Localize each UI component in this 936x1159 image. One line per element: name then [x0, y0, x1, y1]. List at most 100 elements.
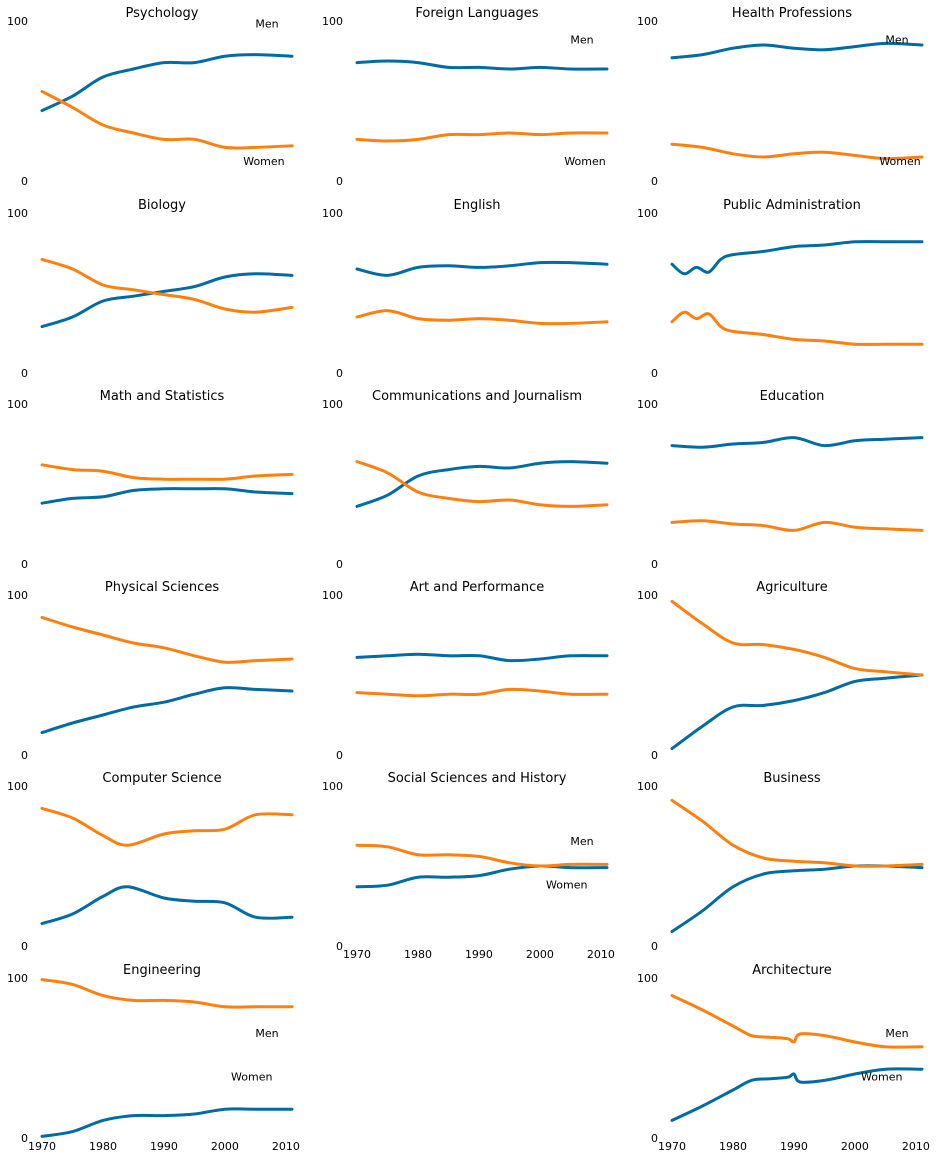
- x-tick-label: 1990: [780, 1140, 808, 1153]
- panel-title: Engineering: [123, 963, 201, 978]
- series-line-women: [355, 460, 609, 508]
- panel-agriculture: Agriculture 0 100: [637, 580, 924, 762]
- series-line-men: [355, 260, 609, 277]
- panel-communications-and-journalism: Communications and Journalism 0 100: [322, 389, 609, 571]
- panel-biology: Biology 0 100: [7, 198, 294, 380]
- panel-title: Architecture: [752, 963, 832, 978]
- y-tick-label: 0: [21, 749, 28, 762]
- y-tick-label: 100: [7, 972, 28, 985]
- series-line-men: [355, 652, 609, 663]
- label-women: Women: [564, 155, 605, 168]
- label-women: Women: [879, 155, 920, 168]
- series-line-women: [40, 806, 294, 847]
- panel-title: Foreign Languages: [415, 6, 538, 21]
- y-tick-label: 0: [21, 940, 28, 953]
- panel-engineering: Engineering 0 100 1970 1980 1990 2000 2010 Men Wo…: [7, 963, 300, 1153]
- y-tick-label: 100: [322, 207, 343, 220]
- panel-title: Art and Performance: [410, 580, 544, 595]
- y-tick-label: 100: [7, 398, 28, 411]
- y-tick-label: 0: [651, 175, 658, 188]
- y-tick-label: 0: [21, 367, 28, 380]
- label-women: Women: [861, 1070, 902, 1083]
- series-line-women: [670, 994, 924, 1049]
- y-tick-label: 0: [336, 940, 343, 953]
- panel-education: Education 0 100: [637, 389, 924, 571]
- series-line-men: [670, 240, 924, 276]
- series-line-men: [40, 53, 294, 113]
- panel-public-administration: Public Administration 0 100: [637, 198, 924, 380]
- y-tick-label: 0: [21, 1132, 28, 1145]
- label-men: Men: [885, 1027, 908, 1040]
- panel-title: Social Sciences and History: [388, 771, 567, 786]
- x-tick-label: 1990: [465, 948, 493, 961]
- y-tick-label: 0: [651, 1132, 658, 1145]
- panel-title: Public Administration: [723, 198, 861, 213]
- x-tick-label: 2010: [587, 948, 615, 961]
- panel-foreign-languages: Foreign Languages 0 100 Men Women: [322, 6, 609, 188]
- y-tick-label: 0: [336, 367, 343, 380]
- panel-title: Business: [763, 771, 821, 786]
- label-women: Women: [231, 1070, 272, 1083]
- panel-architecture: Architecture 0 100 1970 1980 1990 2000 2010 Men W…: [637, 963, 930, 1153]
- y-tick-label: 0: [651, 558, 658, 571]
- panel-social-sciences-and-history: Social Sciences and History 0 100 1970 1980 1…: [322, 771, 615, 961]
- series-line-men: [355, 59, 609, 71]
- x-tick-label: 2000: [841, 1140, 869, 1153]
- label-women: Women: [546, 878, 587, 891]
- series-line-men: [670, 436, 924, 449]
- y-tick-label: 100: [7, 780, 28, 793]
- x-tick-label: 1980: [719, 1140, 747, 1153]
- series-line-women: [355, 843, 609, 868]
- panel-title: Biology: [138, 198, 186, 213]
- x-tick-label: 1980: [89, 1140, 117, 1153]
- y-tick-label: 100: [7, 589, 28, 602]
- series-line-women: [670, 310, 924, 346]
- y-tick-label: 100: [637, 15, 658, 28]
- y-tick-label: 100: [7, 207, 28, 220]
- panel-physical-sciences: Physical Sciences 0 100: [7, 580, 294, 762]
- x-tick-label: 2010: [272, 1140, 300, 1153]
- label-women: Women: [243, 155, 284, 168]
- panel-computer-science: Computer Science 0 100: [7, 771, 294, 953]
- panel-art-and-performance: Art and Performance 0 100: [322, 580, 609, 762]
- series-line-men: [40, 272, 294, 329]
- series-line-women: [355, 309, 609, 326]
- series-line-women: [670, 142, 924, 161]
- x-tick-label: 2000: [526, 948, 554, 961]
- y-tick-label: 0: [21, 558, 28, 571]
- x-tick-label: 1970: [28, 1140, 56, 1153]
- panel-title: Computer Science: [102, 771, 221, 786]
- y-tick-label: 100: [637, 398, 658, 411]
- panel-title: Health Professions: [732, 6, 852, 21]
- panel-psychology: Psychology 0 100 Men Women: [7, 6, 294, 188]
- x-tick-label: 1970: [343, 948, 371, 961]
- label-men: Men: [570, 835, 593, 848]
- x-tick-label: 2010: [902, 1140, 930, 1153]
- x-tick-label: 2000: [211, 1140, 239, 1153]
- series-line-men: [40, 686, 294, 735]
- y-tick-label: 0: [651, 367, 658, 380]
- x-tick-label: 1990: [150, 1140, 178, 1153]
- panel-title: Education: [760, 389, 825, 404]
- panel-health-professions: Health Professions 0 100 Men Women: [637, 6, 924, 188]
- panel-title: Math and Statistics: [100, 389, 225, 404]
- series-line-men: [40, 885, 294, 926]
- y-tick-label: 0: [651, 749, 658, 762]
- panel-title: Psychology: [126, 6, 199, 21]
- y-tick-label: 100: [322, 398, 343, 411]
- panel-english: English 0 100: [322, 198, 609, 380]
- y-tick-label: 0: [21, 175, 28, 188]
- x-tick-label: 1980: [404, 948, 432, 961]
- series-line-men: [670, 41, 924, 60]
- series-line-women: [670, 798, 924, 868]
- series-line-women: [670, 519, 924, 532]
- series-line-men: [40, 487, 294, 505]
- panel-title: Physical Sciences: [105, 580, 219, 595]
- y-tick-label: 0: [336, 749, 343, 762]
- series-line-men: [40, 1107, 294, 1138]
- panel-math-and-statistics: Math and Statistics 0 100: [7, 389, 294, 571]
- series-line-women: [40, 463, 294, 481]
- y-tick-label: 100: [637, 589, 658, 602]
- series-line-men: [670, 1067, 924, 1122]
